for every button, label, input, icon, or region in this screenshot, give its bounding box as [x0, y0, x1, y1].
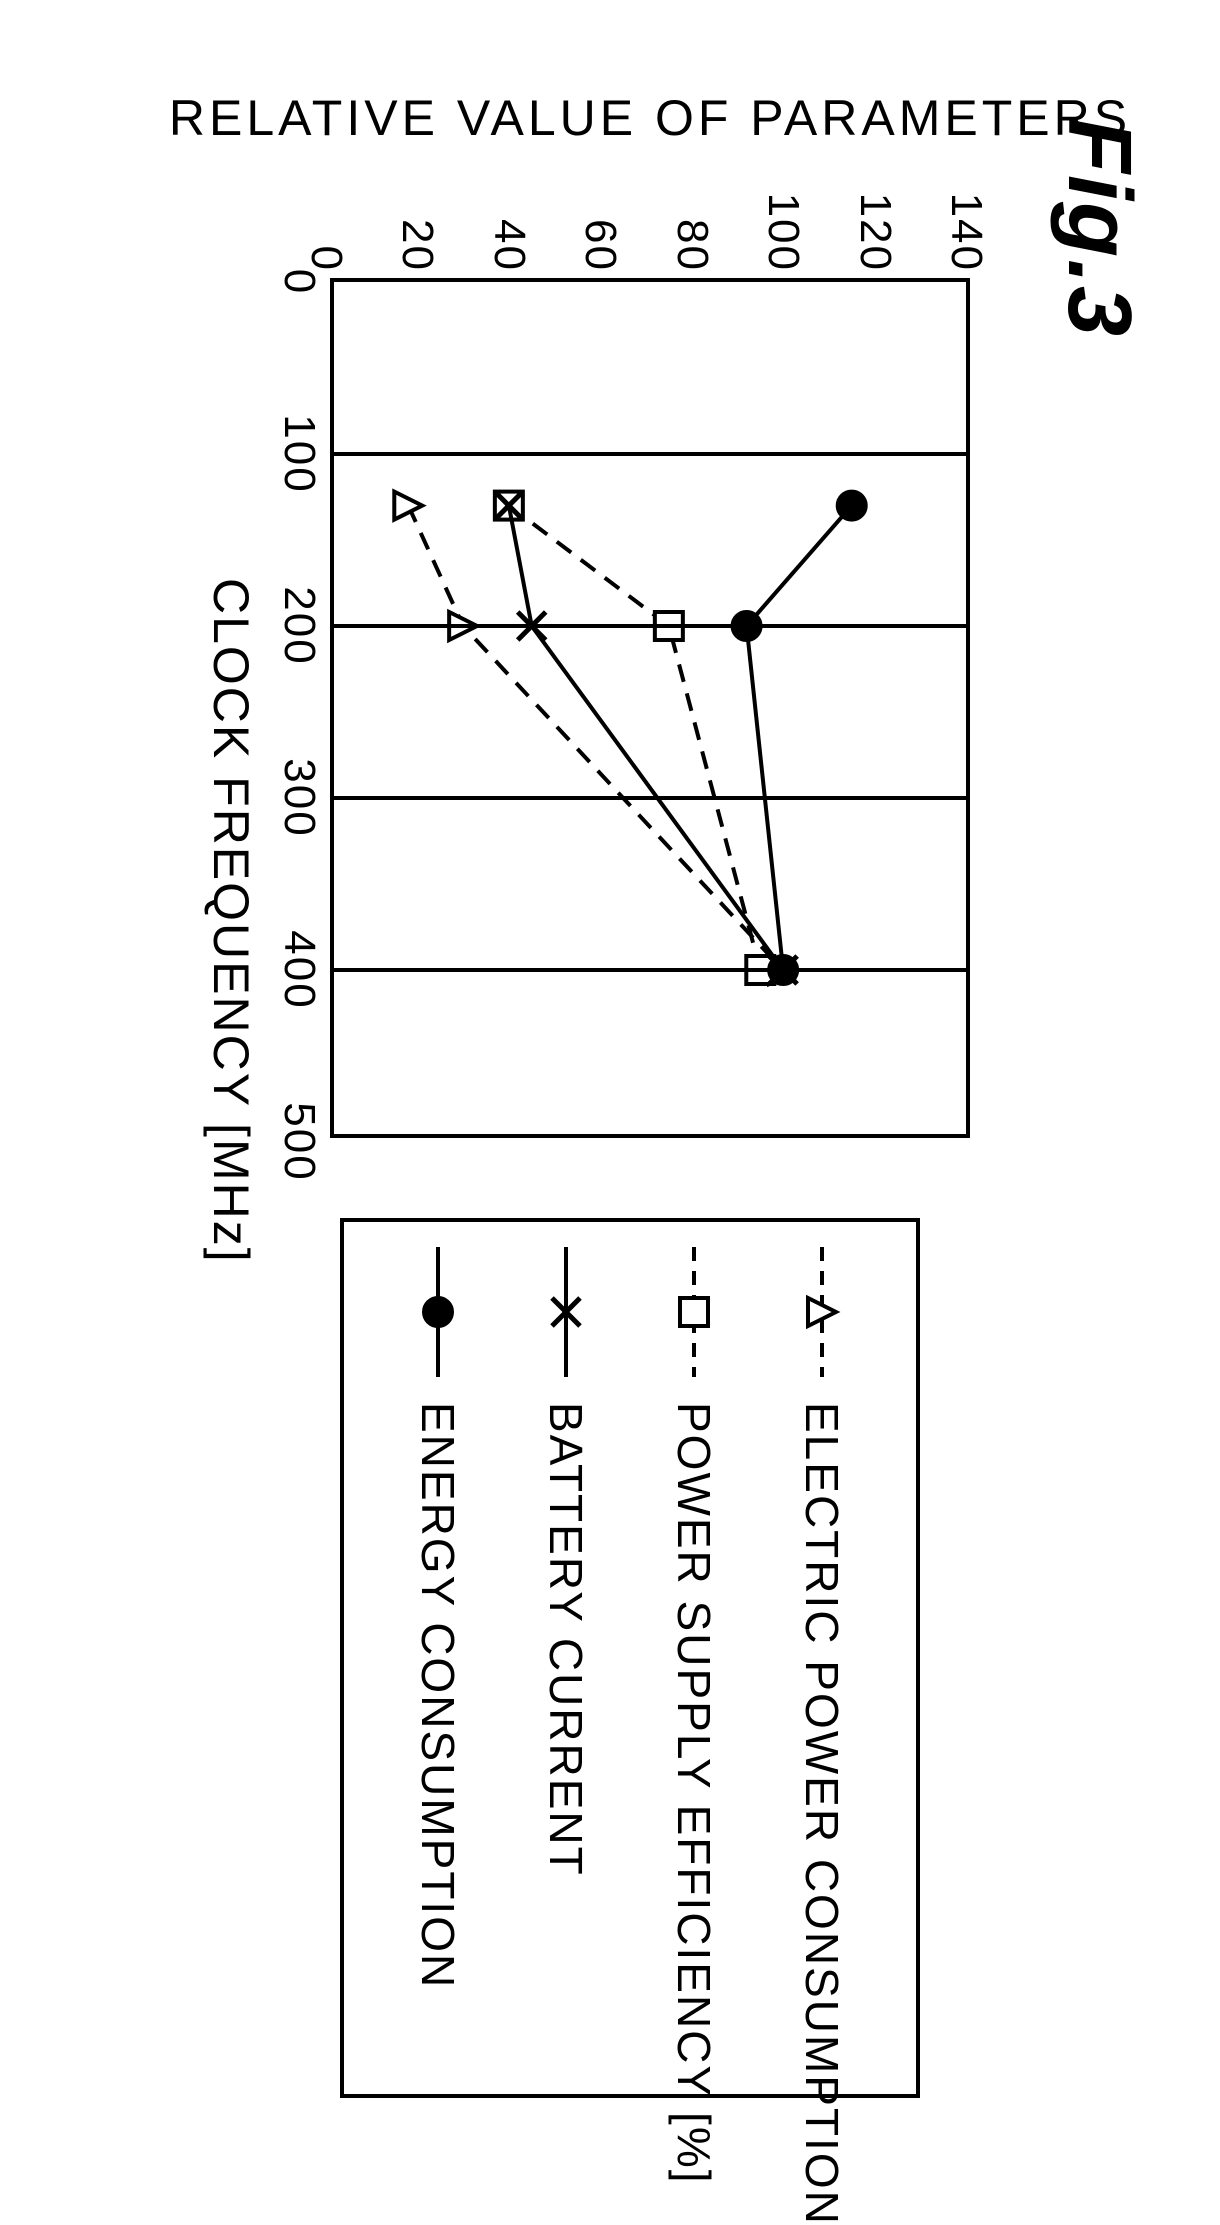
y-tick-label: 40: [484, 182, 534, 272]
legend-swatch: [664, 1242, 724, 1382]
legend-item: ENERGY CONSUMPTION: [408, 1242, 468, 2074]
gridline-v: [334, 796, 966, 800]
legend-item: BATTERY CURRENT: [536, 1242, 596, 2074]
x-tick-label: 0: [274, 268, 324, 294]
legend-swatch: [408, 1242, 468, 1382]
legend-label: BATTERY CURRENT: [539, 1402, 593, 1877]
chart-svg: [326, 282, 966, 1142]
legend-box: ELECTRIC POWER CONSUMPTION POWER SUPPLY E…: [340, 1218, 920, 2098]
legend-item: ELECTRIC POWER CONSUMPTION: [792, 1242, 852, 2074]
legend-label: POWER SUPPLY EFFICIENCY [%]: [667, 1402, 721, 2185]
y-tick-label: 60: [575, 182, 625, 272]
x-tick-label: 300: [274, 758, 324, 837]
y-axis-label: RELATIVE VALUE OF PARAMETERS: [169, 89, 1131, 147]
x-tick-label: 400: [274, 930, 324, 1009]
y-tick-label: 120: [850, 182, 900, 272]
gridline-v: [334, 452, 966, 456]
legend-item: POWER SUPPLY EFFICIENCY [%]: [664, 1242, 724, 2074]
legend-swatch: [536, 1242, 596, 1382]
x-axis-label: CLOCK FREQUENCY [MHz]: [202, 578, 260, 1264]
x-tick-label: 200: [274, 586, 324, 665]
y-tick-label: 20: [392, 182, 442, 272]
x-tick-label: 100: [274, 414, 324, 493]
gridline-v: [334, 968, 966, 972]
x-tick-label: 500: [274, 1102, 324, 1181]
y-tick-label: 100: [758, 182, 808, 272]
gridline-v: [334, 624, 966, 628]
figure-title: Fig.3: [1047, 118, 1150, 338]
legend-label: ELECTRIC POWER CONSUMPTION: [795, 1402, 849, 2225]
y-tick-label: 0: [301, 182, 351, 272]
page-rotated-container: Fig.3 0100200300400500020406080100120140…: [50, 58, 1170, 2158]
legend-swatch: [792, 1242, 852, 1382]
y-tick-label: 80: [667, 182, 717, 272]
legend-label: ENERGY CONSUMPTION: [411, 1402, 465, 1989]
plot-area: 0100200300400500020406080100120140: [330, 278, 970, 1138]
y-tick-label: 140: [941, 182, 991, 272]
